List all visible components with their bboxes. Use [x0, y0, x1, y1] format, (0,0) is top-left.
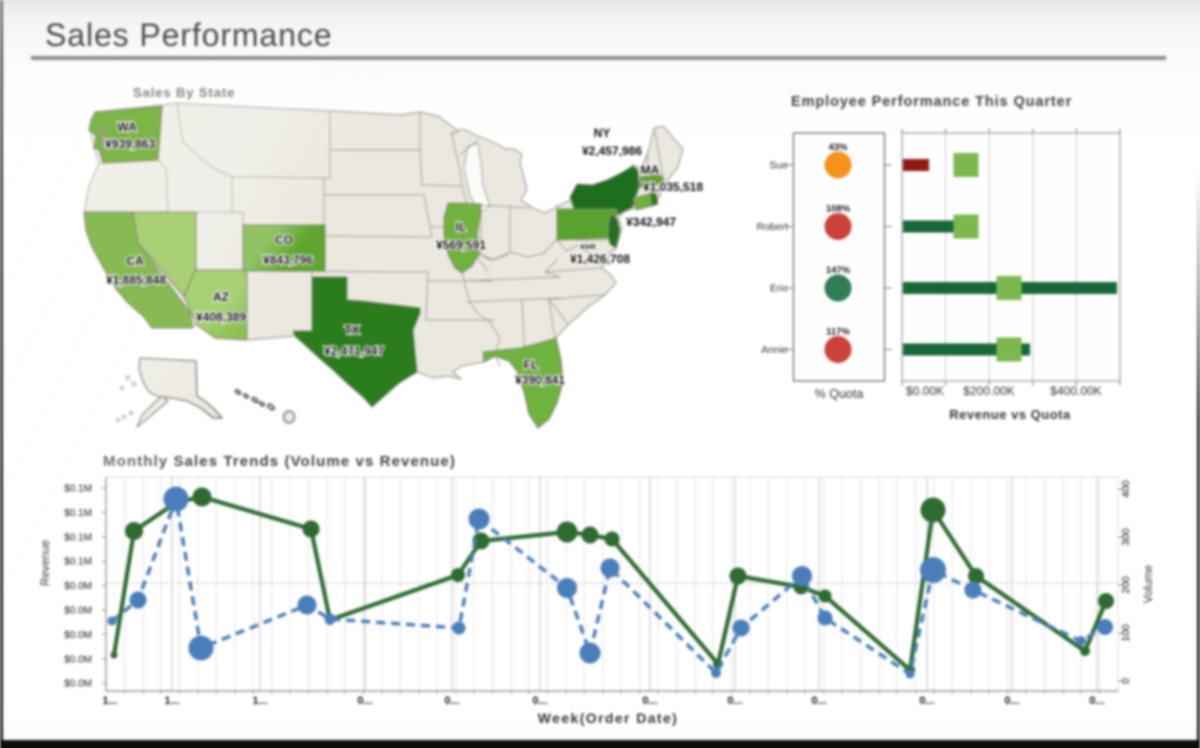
svg-text:100: 100 [1120, 624, 1132, 642]
svg-text:WA: WA [117, 120, 137, 134]
svg-text:$0.1M: $0.1M [64, 532, 92, 543]
svg-text:CO: CO [275, 233, 293, 247]
svg-text:1...: 1... [252, 695, 267, 707]
svg-text:0...: 0... [727, 695, 742, 707]
svg-text:300: 300 [1120, 528, 1132, 546]
svg-text:Revenue vs Quota: Revenue vs Quota [949, 407, 1071, 422]
svg-text:117%: 117% [826, 327, 850, 338]
svg-text:Revenue: Revenue [40, 540, 52, 586]
svg-text:0...: 0... [357, 695, 372, 707]
svg-text:% Quota: % Quota [815, 387, 864, 401]
svg-text:0...: 0... [642, 695, 657, 707]
svg-text:AZ: AZ [213, 290, 229, 304]
svg-text:¥345: ¥345 [580, 244, 596, 251]
svg-text:$400.00K: $400.00K [1050, 384, 1101, 398]
svg-text:43%: 43% [828, 142, 848, 153]
svg-text:$200.00K: $200.00K [963, 384, 1014, 398]
svg-text:FL: FL [524, 358, 539, 372]
svg-text:$0.1M: $0.1M [64, 508, 92, 519]
svg-text:0...: 0... [919, 695, 934, 707]
svg-text:0: 0 [1120, 678, 1132, 684]
svg-text:Annie: Annie [761, 344, 788, 356]
svg-text:$0.0M: $0.0M [64, 581, 92, 592]
svg-text:Volume: Volume [1143, 565, 1155, 603]
svg-text:¥390,841: ¥390,841 [515, 373, 565, 387]
svg-text:MA: MA [641, 163, 660, 177]
svg-text:¥2,457,986: ¥2,457,986 [582, 144, 642, 158]
svg-text:$0.0M: $0.0M [64, 630, 92, 641]
svg-text:TX: TX [344, 323, 359, 337]
svg-text:Week(Order Date): Week(Order Date) [538, 710, 678, 726]
svg-text:147%: 147% [826, 265, 851, 276]
svg-text:Eric: Eric [770, 283, 788, 295]
svg-text:¥569,591: ¥569,591 [436, 238, 486, 252]
svg-text:NY: NY [594, 126, 611, 140]
svg-text:¥2,471,947: ¥2,471,947 [324, 344, 384, 358]
svg-text:0...: 0... [1004, 695, 1019, 707]
svg-text:1...: 1... [164, 695, 179, 707]
svg-text:¥342,947: ¥342,947 [626, 215, 676, 229]
svg-text:108%: 108% [826, 204, 851, 215]
svg-text:1...: 1... [102, 695, 117, 707]
svg-text:$0.0M: $0.0M [64, 654, 92, 665]
svg-text:$0.1M: $0.1M [64, 484, 92, 495]
svg-text:¥1,035,518: ¥1,035,518 [643, 180, 703, 194]
svg-text:¥939,863: ¥939,863 [105, 137, 155, 151]
svg-text:$0.00K: $0.00K [906, 384, 944, 398]
svg-text:400: 400 [1120, 480, 1132, 498]
svg-text:Robert: Robert [756, 221, 788, 233]
svg-text:200: 200 [1120, 576, 1132, 594]
svg-text:IL: IL [456, 220, 467, 234]
svg-text:$0.1M: $0.1M [64, 557, 92, 568]
svg-text:¥1,426,708: ¥1,426,708 [570, 252, 630, 266]
svg-text:$0.0M: $0.0M [64, 606, 92, 617]
svg-text:0...: 0... [1089, 695, 1104, 707]
svg-text:CA: CA [126, 254, 144, 268]
svg-text:¥843,796: ¥843,796 [263, 253, 313, 267]
svg-text:0...: 0... [532, 695, 547, 707]
svg-text:$0.0M: $0.0M [64, 679, 92, 690]
svg-text:0...: 0... [811, 695, 826, 707]
svg-text:Sue: Sue [769, 160, 788, 172]
svg-text:¥1,885,848: ¥1,885,848 [106, 273, 166, 287]
svg-text:¥408,389: ¥408,389 [196, 310, 246, 324]
svg-text:0...: 0... [444, 695, 459, 707]
